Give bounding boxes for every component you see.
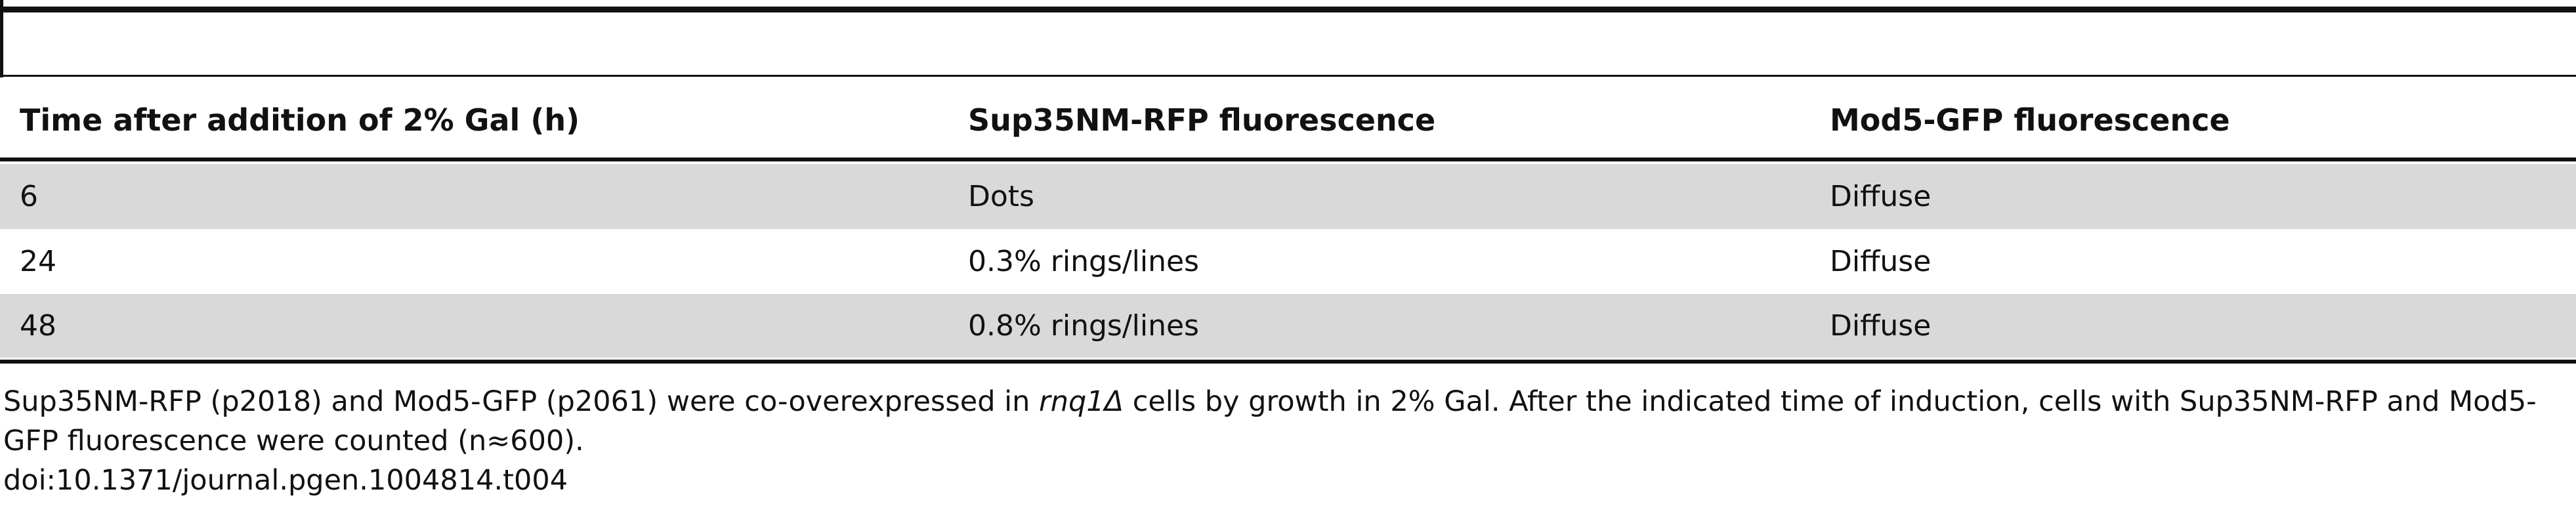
table-bottom-rule bbox=[0, 360, 2576, 364]
header-cell: Time after addition of 2% Gal (h) bbox=[20, 102, 580, 138]
doi: doi:10.1371/journal.pgen.1004814.t004 bbox=[3, 464, 568, 497]
header-row: Time after addition of 2% Gal (h) Sup35N… bbox=[0, 85, 2576, 154]
cell: 24 bbox=[20, 245, 56, 278]
header-top-rule bbox=[0, 75, 2576, 77]
cell: Dots bbox=[968, 180, 1034, 213]
header-bottom-rule bbox=[0, 158, 2576, 161]
cell: 0.8% rings/lines bbox=[968, 309, 1199, 343]
footnote-italic: rnq1Δ bbox=[1039, 385, 1124, 418]
header-cell: Sup35NM-RFP fluorescence bbox=[968, 102, 1436, 138]
table-row: 24 0.3% rings/lines Diffuse bbox=[0, 229, 2576, 294]
footnote-text: Sup35NM-RFP (p2018) and Mod5-GFP (p2061)… bbox=[3, 385, 1040, 418]
cell: 6 bbox=[20, 180, 38, 213]
cell: Diffuse bbox=[1830, 180, 1932, 213]
cell: 0.3% rings/lines bbox=[968, 245, 1199, 278]
table-row: 48 0.8% rings/lines Diffuse bbox=[0, 294, 2576, 358]
table-row: 6 Dots Diffuse bbox=[0, 164, 2576, 229]
header-cell: Mod5-GFP fluorescence bbox=[1830, 102, 2230, 138]
cell: Diffuse bbox=[1830, 245, 1932, 278]
cell: Diffuse bbox=[1830, 309, 1932, 343]
top-border bbox=[0, 7, 2576, 12]
footnote: Sup35NM-RFP (p2018) and Mod5-GFP (p2061)… bbox=[3, 382, 2563, 461]
cell: 48 bbox=[20, 309, 56, 343]
left-border bbox=[0, 0, 3, 77]
footnote-text: cells by growth in 2% Gal. After the ind… bbox=[3, 385, 2537, 457]
